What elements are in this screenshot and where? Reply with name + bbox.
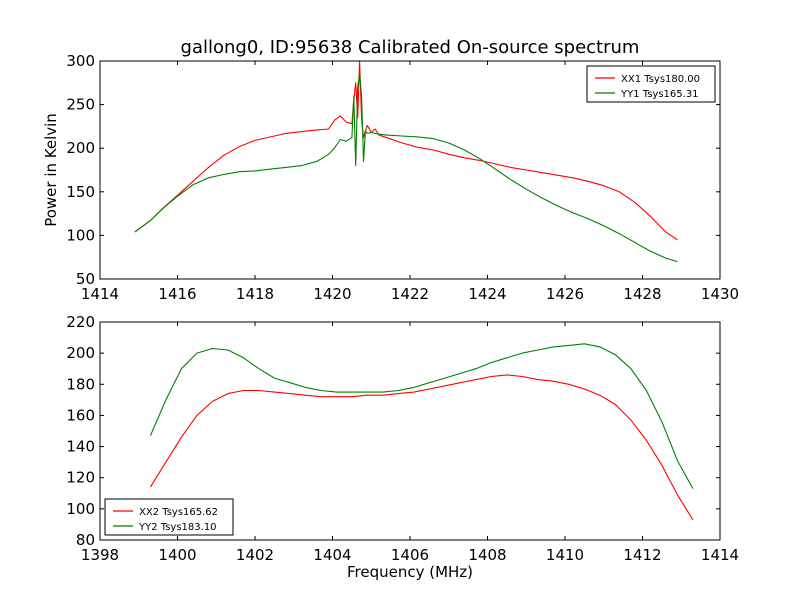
- series-line-yy1: [134, 73, 678, 263]
- y-tick-label: 150: [66, 183, 95, 201]
- legend-label: XX2 Tsys165.62: [139, 507, 218, 518]
- x-tick-label: 1412: [623, 546, 661, 564]
- x-tick-label: 1430: [701, 285, 739, 303]
- x-tick-label: 1428: [623, 285, 661, 303]
- x-tick-label: 1422: [391, 285, 429, 303]
- y-tick-label: 100: [66, 226, 95, 244]
- x-tick-label: 1418: [236, 285, 274, 303]
- x-tick-label: 1402: [236, 546, 274, 564]
- x-tick-label: 1406: [391, 546, 429, 564]
- y-tick-label: 200: [66, 344, 95, 362]
- y-tick-label: 80: [76, 531, 95, 549]
- y-tick-label: 200: [66, 139, 95, 157]
- legend-label: YY1 Tsys165.31: [620, 89, 699, 100]
- x-tick-label: 1426: [546, 285, 584, 303]
- legend-label: XX1 Tsys180.00: [621, 74, 700, 85]
- series-line-xx2: [149, 374, 694, 521]
- y-tick-label: 160: [66, 406, 95, 424]
- y-tick-label: 120: [66, 469, 95, 487]
- legend: XX2 Tsys165.62 YY2 Tsys183.10: [104, 498, 234, 536]
- y-axis-label: Power in Kelvin: [42, 113, 60, 227]
- x-tick-label: 1400: [158, 546, 196, 564]
- y-tick-label: 220: [66, 313, 95, 331]
- y-tick-label: 50: [76, 270, 95, 288]
- y-tick-label: 100: [66, 500, 95, 518]
- y-tick-label: 180: [66, 375, 95, 393]
- x-tick-label: 1416: [158, 285, 196, 303]
- x-tick-label: 1424: [468, 285, 506, 303]
- legend-box: [104, 498, 234, 536]
- x-tick-label: 1404: [313, 546, 351, 564]
- y-tick-label: 250: [66, 96, 95, 114]
- y-tick-label: 140: [66, 438, 95, 456]
- x-tick-label: 1398: [81, 546, 119, 564]
- x-tick-label: 1414: [81, 285, 119, 303]
- legend-label: YY2 Tsys183.10: [138, 522, 217, 533]
- x-tick-label: 1410: [546, 546, 584, 564]
- bottom-chart: 1398 1400 1402 1404 1406 1408 1410 1412 1414 80 10…: [66, 313, 739, 581]
- x-axis-label: Frequency (MHz): [347, 563, 473, 581]
- top-chart: 1414 1416 1418 1420 1422 1424 1426 1428 1430 50 10…: [42, 37, 739, 303]
- legend-box: [586, 65, 716, 103]
- x-tick-label: 1408: [468, 546, 506, 564]
- legend: XX1 Tsys180.00 YY1 Tsys165.31: [586, 65, 716, 103]
- y-tick-label: 300: [66, 52, 95, 70]
- x-tick-label: 1420: [313, 285, 351, 303]
- series-line-yy2: [149, 343, 694, 489]
- chart-title: gallong0, ID:95638 Calibrated On-source …: [181, 37, 640, 58]
- x-tick-label: 1414: [701, 546, 739, 564]
